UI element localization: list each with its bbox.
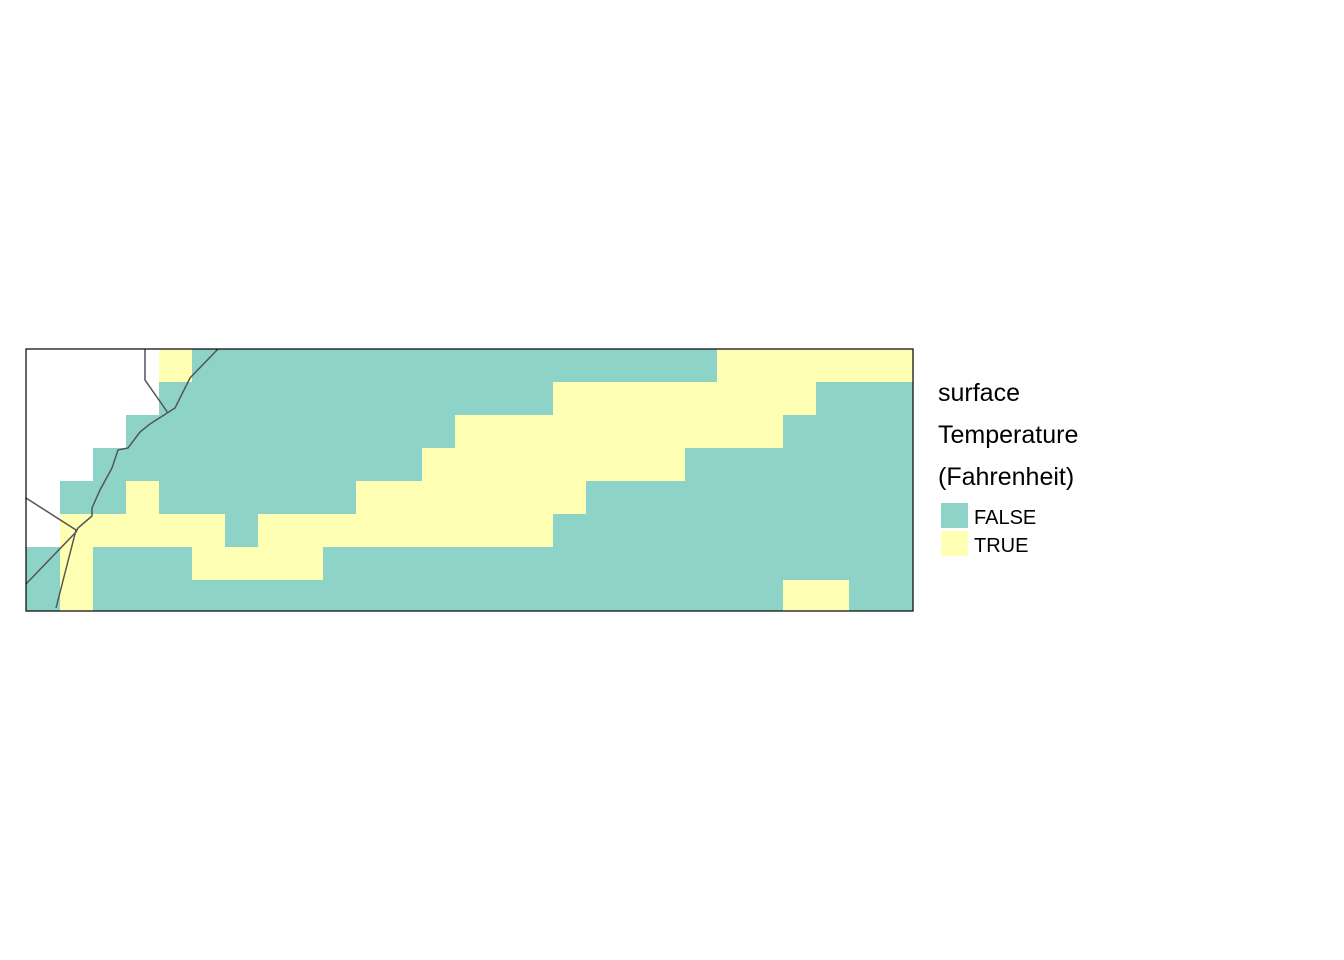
raster-cell-false — [26, 547, 60, 580]
legend-title-line-2: Temperature — [938, 421, 1079, 449]
raster-cell-false — [783, 415, 913, 448]
raster-cell-true — [126, 481, 159, 514]
raster-cell-false — [126, 415, 455, 448]
raster-cell-true — [192, 547, 323, 580]
legend-label-true: TRUE — [974, 535, 1029, 557]
legend-label-false: FALSE — [974, 507, 1037, 529]
raster-cell-false — [192, 349, 717, 382]
raster-cell-true — [159, 349, 192, 382]
raster-cell-true — [553, 382, 816, 415]
raster-cell-false — [225, 514, 258, 547]
raster-cell-true — [60, 580, 93, 611]
raster-cell-true — [60, 514, 225, 547]
raster-cells — [26, 349, 913, 611]
map-frame — [25, 348, 914, 612]
raster-cell-false — [192, 382, 553, 415]
raster-cell-false — [586, 481, 913, 514]
raster-cell-true — [717, 349, 913, 382]
raster-cell-false — [685, 448, 913, 481]
raster-cell-false — [93, 448, 422, 481]
legend-swatch-false — [941, 503, 968, 528]
raster-cell-false — [60, 481, 126, 514]
raster-cell-true — [455, 415, 783, 448]
raster-cell-false — [26, 580, 60, 611]
raster-cell-false — [553, 514, 913, 547]
raster-cell-false — [93, 547, 192, 580]
raster-cell-true — [783, 580, 849, 611]
boundary-line-west — [25, 497, 77, 609]
legend-title-line-1: surface — [938, 379, 1020, 407]
raster-cell-false — [159, 382, 192, 415]
raster-cell-true — [258, 514, 553, 547]
raster-cell-true — [422, 448, 685, 481]
raster-cell-false — [93, 580, 783, 611]
raster-cell-false — [323, 547, 913, 580]
raster-cell-false — [816, 382, 913, 415]
boundary-line-east — [25, 348, 219, 585]
legend-swatch-true — [941, 531, 968, 556]
boundary-line-coast — [144, 349, 169, 414]
raster-cell-false — [159, 481, 356, 514]
raster-cell-false — [849, 580, 913, 611]
legend-title-line-3: (Fahrenheit) — [938, 463, 1075, 491]
raster-cell-true — [356, 481, 586, 514]
raster-cell-true — [60, 547, 93, 580]
